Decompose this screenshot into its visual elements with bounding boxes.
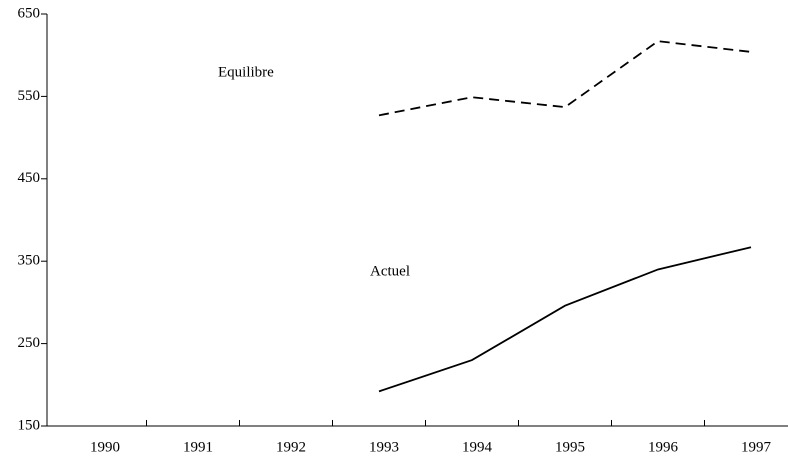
x-tick-label: 1990 (90, 439, 120, 455)
y-tick-label: 550 (18, 88, 41, 104)
x-tick-label: 1992 (276, 439, 306, 455)
series-line (378, 40, 752, 117)
x-tick-label: 1994 (462, 439, 493, 455)
y-tick-label: 450 (18, 170, 41, 186)
series-label: Actuel (370, 263, 410, 279)
y-tick-label: 650 (18, 5, 41, 21)
x-tick-label: 1996 (648, 439, 679, 455)
x-tick-label: 1991 (183, 439, 213, 455)
series-label: Equilibre (218, 64, 274, 80)
x-tick-label: 1993 (369, 439, 399, 455)
y-tick-label: 150 (18, 417, 41, 433)
y-tick-label: 350 (18, 253, 41, 269)
x-tick-label: 1995 (555, 439, 585, 455)
series-line (378, 246, 752, 393)
y-tick-label: 250 (18, 335, 41, 351)
x-tick-label: 1997 (741, 439, 772, 455)
